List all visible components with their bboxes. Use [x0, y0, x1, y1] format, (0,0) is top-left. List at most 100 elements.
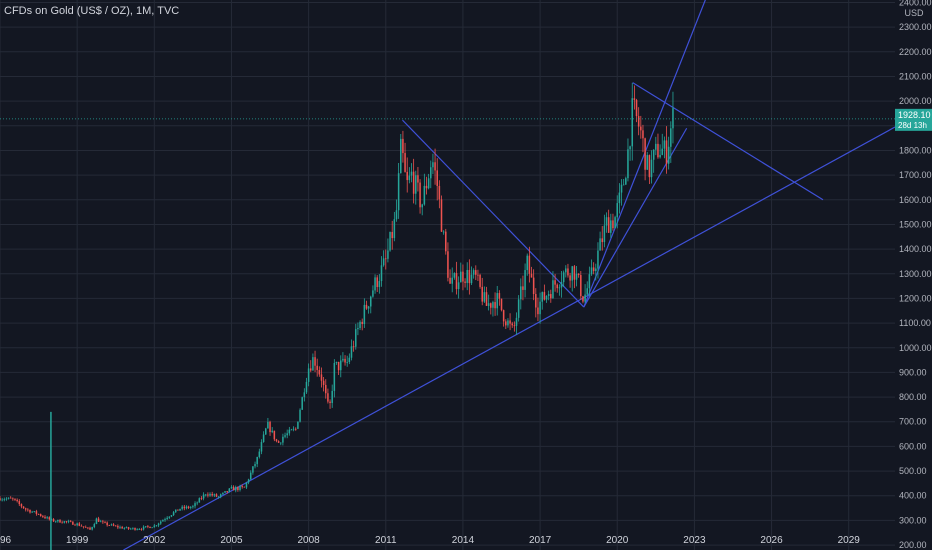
candle-body	[556, 284, 559, 289]
candle-body	[603, 225, 606, 243]
y-tick-label: 1400.00	[899, 244, 932, 254]
candle-body	[309, 368, 312, 371]
candle-body	[359, 321, 361, 328]
candle-body	[376, 277, 378, 288]
candle-body	[417, 175, 419, 183]
candle-body	[382, 258, 385, 266]
price-axis-unit: USD	[904, 8, 924, 18]
candle-body	[372, 290, 374, 297]
candle-body	[202, 494, 205, 499]
candle-body	[580, 275, 582, 297]
chart-title: CFDs on Gold (US$ / OZ), 1M, TVC	[4, 5, 180, 17]
candle-body	[406, 171, 408, 181]
candle-body	[151, 527, 153, 529]
candle-body	[635, 99, 638, 117]
candle-body	[37, 513, 40, 515]
candle-body	[292, 428, 295, 430]
trendline[interactable]	[632, 82, 824, 201]
candle-body	[447, 251, 449, 278]
candle-body	[539, 301, 541, 315]
candle-body	[327, 393, 329, 402]
candle-body	[256, 457, 258, 465]
candle-body	[631, 98, 634, 147]
candle-body	[187, 506, 190, 508]
candle-body	[464, 281, 466, 283]
candle-body	[612, 220, 614, 229]
candle-body	[528, 255, 531, 274]
candle-body	[260, 442, 263, 452]
candle-body	[475, 270, 477, 275]
candle-body	[440, 199, 443, 232]
y-tick-label: 2300.00	[899, 22, 932, 32]
y-tick-label: 2000.00	[899, 96, 932, 106]
y-tick-label: 200.00	[899, 540, 927, 550]
candle-body	[432, 162, 434, 168]
candle-body	[222, 492, 224, 495]
candle-body	[622, 184, 625, 186]
y-tick-label: 800.00	[899, 392, 927, 402]
candle-body	[232, 486, 235, 491]
candle-body	[505, 321, 507, 326]
candle-body	[599, 238, 601, 251]
candle-body	[363, 304, 366, 325]
candle-body	[567, 268, 569, 276]
trendline[interactable]	[583, 127, 688, 308]
candle-body	[134, 527, 136, 530]
candle-body	[367, 306, 370, 309]
candle-body	[629, 146, 631, 150]
candle-body	[322, 380, 325, 385]
candle-body	[415, 175, 417, 194]
candle-body	[12, 498, 14, 500]
candle-body	[31, 511, 33, 513]
candle-body	[348, 357, 351, 362]
candle-body	[535, 294, 537, 308]
candle-body	[470, 274, 473, 284]
candle-body	[312, 357, 314, 371]
candle-body	[284, 435, 286, 437]
candle-body	[78, 523, 81, 526]
candle-body	[436, 170, 438, 186]
x-tick-label: 2017	[529, 535, 552, 546]
candle-body	[494, 302, 496, 309]
time-axis[interactable]: 1996 1999 2002 2005 2008 2011 2014 2017 2020 2023…	[0, 535, 860, 546]
candle-body	[127, 527, 130, 529]
candle-body	[410, 171, 413, 176]
candle-body	[275, 439, 278, 442]
candle-body	[438, 185, 441, 200]
candle-body	[237, 487, 239, 490]
candle-body	[239, 486, 241, 490]
candle-body	[393, 219, 396, 239]
candle-body	[483, 292, 486, 302]
candle-body	[219, 494, 222, 497]
x-tick-label: 2029	[838, 535, 861, 546]
y-tick-label: 1100.00	[899, 318, 931, 328]
candle-body	[618, 192, 621, 204]
candle-body	[374, 277, 376, 291]
candle-body	[166, 517, 168, 520]
candle-body	[569, 275, 571, 281]
candle-body	[164, 519, 166, 521]
candle-body	[305, 381, 308, 393]
trendline[interactable]	[402, 119, 585, 308]
candle-body	[427, 178, 430, 189]
candle-body	[614, 217, 616, 229]
candle-body	[365, 304, 368, 309]
candle-body	[181, 506, 183, 509]
trendline[interactable]	[123, 126, 896, 550]
candle-body	[339, 360, 342, 371]
y-tick-label: 700.00	[899, 417, 927, 427]
candle-body	[331, 390, 333, 403]
candle-body	[52, 519, 55, 522]
candle-body	[667, 146, 670, 164]
candle-body	[370, 296, 372, 307]
candle-body	[104, 522, 106, 524]
candle-body	[588, 274, 591, 289]
candle-body	[189, 507, 192, 508]
candle-body	[485, 292, 488, 306]
price-axis[interactable]: 200.00 300.00 400.00 500.00 600.00 700.00 800.…	[899, 0, 932, 550]
candle-body	[153, 525, 156, 528]
candle-body	[526, 255, 528, 271]
candle-body	[48, 517, 51, 520]
candle-body	[644, 138, 646, 170]
